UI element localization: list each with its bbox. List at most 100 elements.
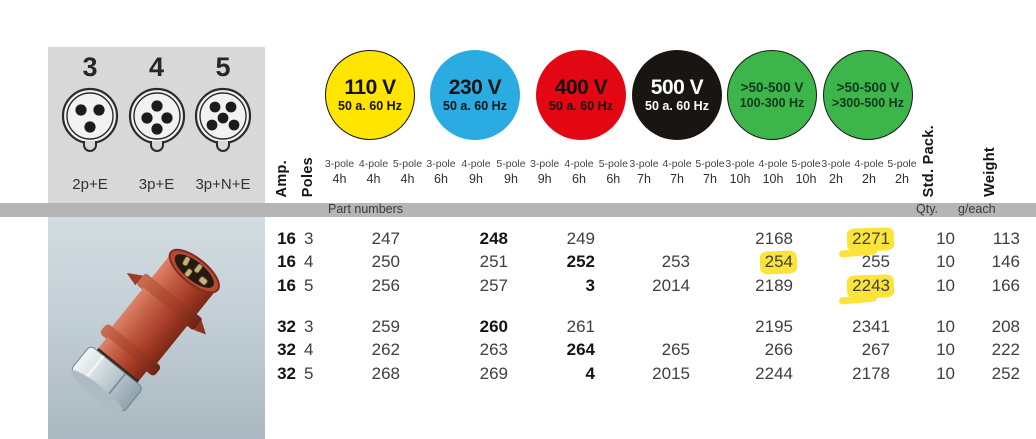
clock-position-label: 9h — [504, 172, 518, 186]
part-number-cell: 261 — [566, 317, 595, 336]
part-number-cell: 250 — [371, 252, 400, 272]
pole-configuration-panel: 3 2p+E 4 3p+E — [48, 47, 265, 203]
pole-config-3: 3 2p+E — [58, 51, 122, 193]
clock-position-label: 7h — [670, 172, 684, 186]
subheader-group-400v: 3-pole 9h 4-pole 6h 5-pole 6h — [529, 158, 629, 187]
part-number-cell: 2015 — [652, 363, 690, 383]
badge-frequency-label: 50 a. 60 Hz — [443, 99, 507, 113]
part-number-cell: 268 — [371, 363, 400, 383]
pole-col-label: 3-pole — [426, 158, 456, 170]
pole-count-label: 4 — [148, 52, 165, 82]
pole-col-label: 4-pole — [358, 158, 389, 170]
voltage-badge-400v: 400 V 50 a. 60 Hz — [536, 50, 626, 140]
part-number-cell: 2195 — [755, 317, 793, 336]
part-number-cell: 2189 — [755, 275, 793, 295]
clock-position-label: 2h — [862, 172, 876, 186]
pole-col-label: 5-pole — [598, 158, 628, 170]
weight-unit-label: g/each — [958, 202, 996, 216]
section-bar: Part numbers Qty. g/each — [0, 202, 1036, 217]
weight-cell: 166 — [991, 275, 1020, 295]
weight-cell: 146 — [991, 252, 1020, 272]
part-number-cell-highlighted: 254 — [725, 250, 821, 273]
qty-cell: 10 — [936, 229, 955, 248]
badge-frequency-label: 50 a. 60 Hz — [338, 99, 402, 113]
clock-position-label: 10h — [762, 172, 784, 186]
cee-plug-photo — [70, 248, 220, 413]
table-body-16a: 16 3 247 248 249 2168 2271 10 113 16 4 2… — [268, 227, 1036, 297]
pole-col-label: 3-pole — [725, 158, 755, 170]
clock-position-label: 7h — [637, 172, 651, 186]
pole-col-label: 3-pole — [530, 158, 560, 170]
part-number-cell: 256 — [371, 275, 400, 295]
table-body-32a: 32 3 259 260 261 2195 2341 10 208 32 4 2… — [268, 315, 1036, 385]
badge-voltage-label: >50-500 V — [836, 80, 900, 95]
pole-col-label: 4-pole — [662, 158, 692, 170]
part-number-cell-highlighted: 2271 — [821, 227, 917, 250]
weight-cell: 113 — [992, 229, 1020, 248]
subheader-group-230v: 3-pole 6h 4-pole 9h 5-pole 9h — [423, 158, 529, 187]
part-number-cell: 262 — [371, 340, 400, 360]
subheader-group-500v: 3-pole 7h 4-pole 7h 5-pole 7h — [629, 158, 725, 187]
qty-cell: 10 — [936, 363, 955, 383]
clock-position-label: 6h — [434, 172, 448, 186]
clock-position-label: 6h — [606, 172, 621, 186]
voltage-badge-50-500v-100-300hz: >50-500 V 100-300 Hz — [727, 50, 817, 140]
part-numbers-label: Part numbers — [328, 202, 404, 216]
part-number-cell: 265 — [661, 340, 690, 360]
part-number-cell-highlighted: 2243 — [821, 274, 917, 297]
pole-count-label: 3 — [82, 52, 98, 82]
pole-col-label: 5-pole — [392, 158, 423, 170]
poles-cell: 4 — [304, 252, 314, 272]
pole-col-label: 3-pole — [821, 158, 851, 170]
part-number-cell: 2341 — [852, 317, 890, 336]
clock-position-label: 2h — [829, 172, 843, 186]
pole-config-label: 2p+E — [72, 176, 108, 193]
badge-frequency-label: >300-500 Hz — [832, 96, 904, 110]
amp-cell: 16 — [277, 229, 296, 248]
pole-diagram-4-icon — [128, 87, 185, 152]
pole-diagram-5-icon — [194, 87, 252, 152]
amp-cell: 16 — [277, 252, 296, 272]
poles-cell: 5 — [304, 275, 314, 295]
pole-config-label: 3p+E — [138, 176, 175, 193]
part-number-cell: 251 — [479, 252, 508, 272]
table-subheader-row: 3-pole 4h 4-pole 4h 5-pole 4h 3-pole 6h 4-po… — [268, 158, 1036, 187]
subheader-group-110v: 3-pole 4h 4-pole 4h 5-pole 4h — [324, 158, 423, 187]
voltage-badge-50-500v-300-500hz: >50-500 V >300-500 Hz — [823, 50, 913, 140]
pole-count-label: 5 — [215, 52, 231, 82]
amp-cell: 16 — [277, 275, 296, 295]
poles-cell: 3 — [304, 317, 314, 336]
amp-cell: 32 — [277, 340, 296, 360]
badge-voltage-label: 110 V — [344, 76, 396, 99]
qty-cell: 10 — [936, 317, 955, 336]
weight-cell: 222 — [991, 340, 1020, 360]
pole-col-label: 5-pole — [695, 158, 725, 170]
part-number-cell: 248 — [479, 229, 508, 248]
voltage-badge-110v: 110 V 50 a. 60 Hz — [325, 50, 415, 140]
part-number-cell: 259 — [371, 317, 400, 336]
pole-config-label: 3p+N+E — [195, 176, 251, 193]
weight-cell: 252 — [991, 363, 1020, 383]
pole-col-label: 4-pole — [461, 158, 491, 170]
product-photo-panel — [48, 217, 265, 439]
badge-voltage-label: 230 V — [448, 76, 502, 99]
part-number-cell: 263 — [479, 340, 508, 360]
weight-cell: 208 — [991, 317, 1020, 336]
part-number-cell: 2178 — [852, 363, 890, 383]
badge-frequency-label: 50 a. 60 Hz — [549, 99, 613, 113]
part-number-cell — [629, 227, 725, 250]
clock-position-label: 4h — [366, 172, 381, 186]
badge-frequency-label: 50 a. 60 Hz — [645, 99, 709, 113]
clock-position-label: 9h — [537, 172, 552, 186]
clock-position-label: 9h — [469, 172, 483, 186]
clock-position-label: 10h — [795, 172, 817, 186]
part-number-cell: 249 — [566, 229, 595, 248]
part-number-cell: 4 — [585, 363, 595, 383]
pole-diagram-3-icon — [61, 87, 119, 152]
subheader-group-100-300hz: 3-pole 10h 4-pole 10h 5-pole 10h — [725, 158, 821, 187]
badge-voltage-label: >50-500 V — [740, 80, 804, 95]
poles-cell: 5 — [304, 363, 314, 383]
part-number-cell: 2014 — [652, 275, 690, 295]
clock-position-label: 10h — [729, 172, 751, 186]
